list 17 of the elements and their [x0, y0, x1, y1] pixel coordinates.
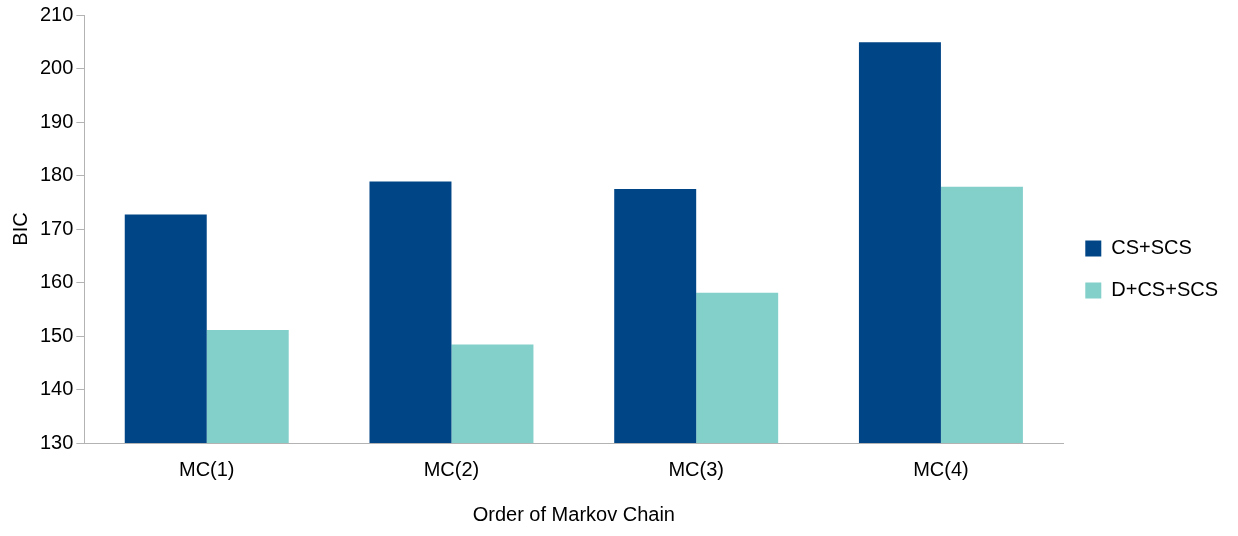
- y-tick-label: 130: [39, 430, 74, 453]
- y-tick-label: 190: [39, 109, 74, 132]
- x-tick-label: MC(3): [668, 457, 724, 480]
- x-tick-label: MC(1): [178, 457, 235, 480]
- y-tick-label: 210: [39, 2, 74, 25]
- y-tick-label: 150: [39, 323, 74, 346]
- x-axis-title: Order of Markov Chain: [472, 502, 675, 525]
- y-tick-label: 180: [39, 163, 74, 186]
- legend-label: CS+SCS: [1111, 236, 1192, 259]
- y-tick-label: 170: [39, 216, 74, 239]
- x-tick-label: MC(2): [423, 457, 480, 480]
- y-tick-label: 200: [39, 56, 74, 79]
- legend-label: D+CS+SCS: [1111, 278, 1219, 301]
- y-tick-label: 140: [39, 377, 74, 400]
- y-axis-title: BIC: [8, 212, 31, 246]
- x-tick-label: MC(4): [913, 457, 969, 480]
- y-tick-label: 160: [39, 270, 74, 293]
